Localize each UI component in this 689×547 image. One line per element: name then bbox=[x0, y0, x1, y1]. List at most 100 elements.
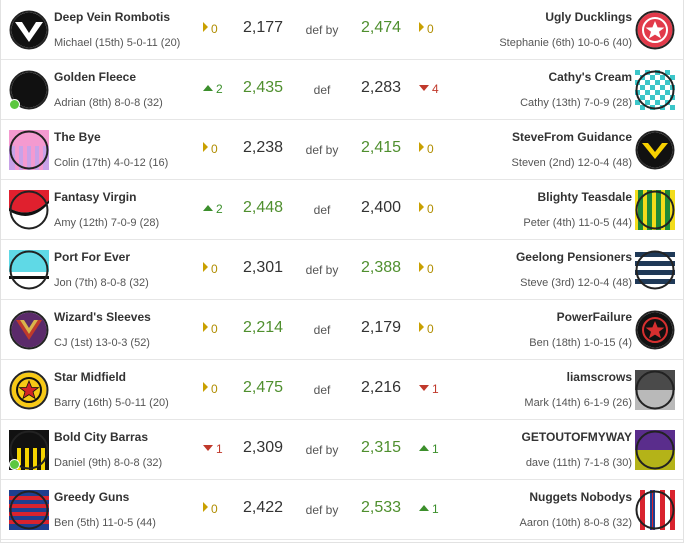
left-owner-record: CJ (1st) 13-0-3 (52) bbox=[54, 337, 150, 349]
right-score: 2,400 bbox=[360, 199, 402, 216]
right-owner-record: Peter (4th) 11-0-5 (44) bbox=[523, 217, 632, 229]
right-team-name[interactable]: Cathy's Cream bbox=[548, 70, 632, 84]
team-logo-icon[interactable] bbox=[635, 370, 675, 410]
left-rank-move: 0 bbox=[203, 22, 218, 36]
right-team-name[interactable]: Ugly Ducklings bbox=[545, 10, 632, 24]
left-team-name[interactable]: Port For Ever bbox=[54, 250, 131, 264]
team-logo-icon[interactable] bbox=[635, 190, 675, 230]
right-rank-move: 1 bbox=[419, 382, 439, 396]
left-score: 2,214 bbox=[242, 319, 284, 336]
team-logo-icon[interactable] bbox=[9, 310, 49, 350]
right-team-name[interactable]: SteveFrom Guidance bbox=[511, 130, 632, 144]
left-team-name[interactable]: Greedy Guns bbox=[54, 490, 130, 504]
rank-arrow-icon bbox=[203, 85, 213, 91]
left-rank-move: 2 bbox=[203, 202, 223, 216]
rank-arrow-icon bbox=[419, 322, 424, 332]
right-score: 2,474 bbox=[360, 19, 402, 36]
rank-move-value: 1 bbox=[216, 442, 223, 456]
right-team-name[interactable]: Nuggets Nobodys bbox=[529, 490, 632, 504]
match-result: def by bbox=[305, 443, 339, 457]
team-logo-icon[interactable] bbox=[9, 430, 49, 470]
matchup-row[interactable]: The Bye Colin (17th) 4-0-12 (16) 0 2,238 def… bbox=[1, 120, 683, 180]
right-team-name[interactable]: Blighty Teasdale bbox=[537, 190, 632, 204]
rank-arrow-icon bbox=[203, 382, 208, 392]
team-logo-icon[interactable] bbox=[635, 10, 675, 50]
team-logo-icon[interactable] bbox=[9, 250, 49, 290]
rank-move-value: 0 bbox=[211, 502, 218, 516]
rank-move-value: 2 bbox=[216, 202, 223, 216]
team-logo-icon[interactable] bbox=[635, 430, 675, 470]
matchup-row[interactable]: Golden Fleece Adrian (8th) 8-0-8 (32) 2 2,4… bbox=[1, 60, 683, 120]
team-logo-icon[interactable] bbox=[9, 490, 49, 530]
rank-move-value: 0 bbox=[211, 322, 218, 336]
left-team-name[interactable]: Deep Vein Rombotis bbox=[54, 10, 171, 24]
right-score: 2,388 bbox=[360, 259, 402, 276]
rank-move-value: 0 bbox=[427, 22, 434, 36]
match-result: def by bbox=[305, 23, 339, 37]
left-owner-record: Amy (12th) 7-0-9 (28) bbox=[54, 217, 160, 229]
right-team-name[interactable]: PowerFailure bbox=[556, 310, 632, 324]
rank-move-value: 1 bbox=[432, 382, 439, 396]
match-result: def bbox=[313, 83, 331, 97]
left-rank-move: 0 bbox=[203, 502, 218, 516]
rank-move-value: 0 bbox=[427, 202, 434, 216]
left-team-name[interactable]: Star Midfield bbox=[54, 370, 127, 384]
right-score: 2,179 bbox=[360, 319, 402, 336]
left-team-name[interactable]: Bold City Barras bbox=[54, 430, 149, 444]
team-logo-icon[interactable] bbox=[635, 250, 675, 290]
left-team-name[interactable]: Fantasy Virgin bbox=[54, 190, 137, 204]
left-score: 2,301 bbox=[242, 259, 284, 276]
right-rank-move: 0 bbox=[419, 142, 434, 156]
left-team-name[interactable]: Golden Fleece bbox=[54, 70, 137, 84]
left-team-name[interactable]: The Bye bbox=[54, 130, 101, 144]
team-logo-icon[interactable] bbox=[9, 130, 49, 170]
left-owner-record: Ben (5th) 11-0-5 (44) bbox=[54, 517, 156, 529]
team-logo-icon[interactable] bbox=[9, 10, 49, 50]
left-rank-move: 0 bbox=[203, 262, 218, 276]
team-logo-icon[interactable] bbox=[9, 70, 49, 110]
right-score: 2,315 bbox=[360, 439, 402, 456]
team-logo-icon[interactable] bbox=[635, 310, 675, 350]
right-score: 2,533 bbox=[360, 499, 402, 516]
rank-arrow-icon bbox=[419, 505, 429, 511]
left-score: 2,448 bbox=[242, 199, 284, 216]
left-owner-record: Jon (7th) 8-0-8 (32) bbox=[54, 277, 149, 289]
left-owner-record: Daniel (9th) 8-0-8 (32) bbox=[54, 457, 163, 469]
left-rank-move: 0 bbox=[203, 382, 218, 396]
left-team-name[interactable]: Wizard's Sleeves bbox=[54, 310, 151, 324]
rank-arrow-icon bbox=[203, 502, 208, 512]
team-logo-icon[interactable] bbox=[9, 370, 49, 410]
match-result: def by bbox=[305, 503, 339, 517]
match-result: def by bbox=[305, 143, 339, 157]
team-logo-icon[interactable] bbox=[635, 130, 675, 170]
matchup-row[interactable]: Port For Ever Jon (7th) 8-0-8 (32) 0 2,301 d… bbox=[1, 240, 683, 300]
right-team-name[interactable]: Geelong Pensioners bbox=[515, 250, 632, 264]
right-owner-record: Cathy (13th) 7-0-9 (28) bbox=[520, 97, 632, 109]
matchup-row[interactable]: Star Midfield Barry (16th) 5-0-11 (20) 0 2,… bbox=[1, 360, 683, 420]
matchup-row[interactable]: Fantasy Virgin Amy (12th) 7-0-9 (28) 2 2,44… bbox=[1, 180, 683, 240]
right-team-name[interactable]: GETOUTOFMYWAY bbox=[521, 430, 632, 444]
rank-arrow-icon bbox=[419, 385, 429, 391]
matchup-row[interactable]: Wizard's Sleeves CJ (1st) 13-0-3 (52) 0 2,2… bbox=[1, 300, 683, 360]
right-owner-record: Mark (14th) 6-1-9 (26) bbox=[524, 397, 632, 409]
left-score: 2,475 bbox=[242, 379, 284, 396]
team-logo-icon[interactable] bbox=[635, 490, 675, 530]
matchup-row[interactable]: Bold City Barras Daniel (9th) 8-0-8 (32) 1… bbox=[1, 420, 683, 480]
left-score: 2,435 bbox=[242, 79, 284, 96]
right-team-name[interactable]: liamscrows bbox=[566, 370, 632, 384]
right-rank-move: 4 bbox=[419, 82, 439, 96]
matchup-row[interactable]: Deep Vein Rombotis Michael (15th) 5-0-11 … bbox=[1, 0, 683, 60]
rank-move-value: 0 bbox=[427, 262, 434, 276]
team-logo-icon[interactable] bbox=[9, 190, 49, 230]
right-score: 2,415 bbox=[360, 139, 402, 156]
left-rank-move: 1 bbox=[203, 442, 223, 456]
right-owner-record: Steven (2nd) 12-0-4 (48) bbox=[511, 157, 632, 169]
rank-arrow-icon bbox=[419, 142, 424, 152]
left-rank-move: 0 bbox=[203, 142, 218, 156]
team-logo-icon[interactable] bbox=[635, 70, 675, 110]
match-result: def bbox=[313, 203, 331, 217]
right-owner-record: dave (11th) 7-1-8 (30) bbox=[525, 457, 632, 469]
left-owner-record: Colin (17th) 4-0-12 (16) bbox=[54, 157, 169, 169]
matchup-row[interactable]: Greedy Guns Ben (5th) 11-0-5 (44) 0 2,422 de… bbox=[1, 480, 683, 540]
rank-arrow-icon bbox=[203, 205, 213, 211]
